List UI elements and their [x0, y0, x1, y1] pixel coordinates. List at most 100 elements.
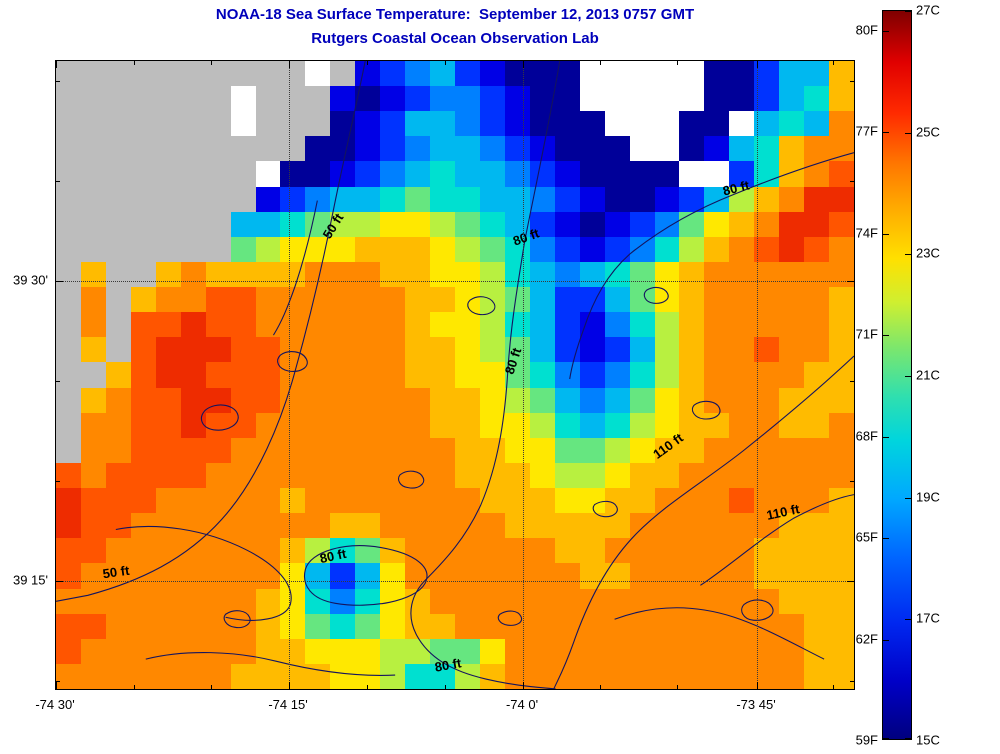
sst-cell	[579, 588, 605, 614]
sst-cell	[804, 513, 830, 539]
sst-cell	[105, 538, 131, 564]
sst-cell	[679, 111, 705, 137]
sst-cell	[804, 111, 830, 137]
sst-cell	[330, 337, 356, 363]
sst-cell	[779, 287, 805, 313]
sst-cell	[80, 236, 106, 262]
sst-cell	[180, 563, 206, 589]
sst-cell	[754, 161, 780, 187]
sst-cell	[804, 61, 830, 87]
sst-cell	[205, 663, 231, 689]
sst-cell	[554, 261, 580, 288]
sst-cell	[804, 387, 830, 413]
sst-cell	[579, 538, 605, 564]
sst-cell	[155, 186, 181, 212]
sst-cell	[629, 638, 655, 664]
sst-cell	[455, 613, 480, 639]
sst-cell	[155, 488, 181, 514]
sst-cell	[579, 236, 605, 262]
sst-cell	[529, 588, 555, 614]
sst-cell	[180, 488, 206, 514]
contour-line	[398, 470, 425, 489]
sst-cell	[155, 337, 181, 363]
sst-cell	[230, 387, 256, 413]
sst-cell	[455, 61, 480, 87]
colorbar	[882, 10, 912, 740]
x-minor-tick	[444, 61, 446, 65]
sst-cell	[829, 211, 854, 237]
sst-cell	[205, 437, 231, 463]
sst-cell	[679, 161, 705, 187]
sst-cell	[80, 211, 106, 237]
sst-cell	[504, 638, 530, 664]
sst-cell	[205, 638, 231, 664]
sst-cell	[105, 412, 131, 438]
sst-cell	[729, 663, 755, 689]
sst-cell	[529, 287, 555, 313]
sst-cell	[205, 362, 231, 388]
sst-cell	[355, 488, 381, 514]
sst-cell	[230, 362, 256, 388]
sst-cell	[704, 261, 730, 288]
sst-cell	[330, 362, 356, 388]
sst-cell	[455, 437, 480, 463]
sst-cell	[405, 588, 431, 614]
colorbar-f-tick	[883, 233, 889, 235]
sst-cell	[629, 613, 655, 639]
sst-cell	[230, 563, 256, 589]
colorbar-f-label: 68F	[855, 428, 878, 444]
sst-cell	[430, 437, 455, 463]
contour-line	[643, 286, 669, 304]
sst-cell	[554, 211, 580, 237]
sst-cell	[479, 638, 505, 664]
sst-cell	[430, 86, 455, 112]
colorbar-c-tick	[905, 132, 911, 134]
sst-cell	[330, 513, 356, 539]
sst-cell	[80, 261, 106, 288]
sst-cell	[704, 513, 730, 539]
sst-cell	[280, 588, 306, 614]
sst-cell	[629, 61, 655, 87]
sst-cell	[430, 462, 455, 489]
sst-cell	[155, 312, 181, 338]
sst-cell	[80, 86, 106, 112]
sst-cell	[604, 136, 630, 162]
sst-cell	[280, 563, 306, 589]
sst-cell	[130, 663, 156, 689]
sst-cell	[405, 488, 431, 514]
gridline-vertical	[523, 61, 524, 689]
sst-cell	[804, 462, 830, 489]
sst-cell	[255, 488, 281, 514]
sst-cell	[804, 211, 830, 237]
sst-cell	[405, 186, 431, 212]
sst-cell	[604, 86, 630, 112]
sst-cell	[804, 312, 830, 338]
sst-cell	[554, 462, 580, 489]
sst-cell	[130, 337, 156, 363]
sst-cell	[80, 312, 106, 338]
x-tick-label: -73 45'	[736, 697, 776, 712]
x-tick-label: -74 0'	[505, 697, 539, 712]
sst-cell	[355, 387, 381, 413]
sst-cell	[704, 236, 730, 262]
sst-cell	[654, 86, 680, 112]
sst-cell	[355, 563, 381, 589]
contour-line	[410, 61, 561, 689]
x-minor-tick	[133, 61, 135, 65]
sst-cell	[629, 287, 655, 313]
sst-cell	[255, 136, 281, 162]
sst-cell	[479, 462, 505, 489]
sst-cell	[255, 613, 281, 639]
sst-cell	[554, 563, 580, 589]
sst-cell	[704, 86, 730, 112]
sst-cell	[779, 136, 805, 162]
sst-cell	[579, 513, 605, 539]
sst-cell	[504, 412, 530, 438]
sst-cell	[729, 287, 755, 313]
sst-cell	[155, 287, 181, 313]
sst-cell	[779, 387, 805, 413]
x-minor-tick	[832, 685, 834, 689]
sst-cell	[554, 437, 580, 463]
sst-cell	[529, 538, 555, 564]
sst-cell	[56, 387, 81, 413]
